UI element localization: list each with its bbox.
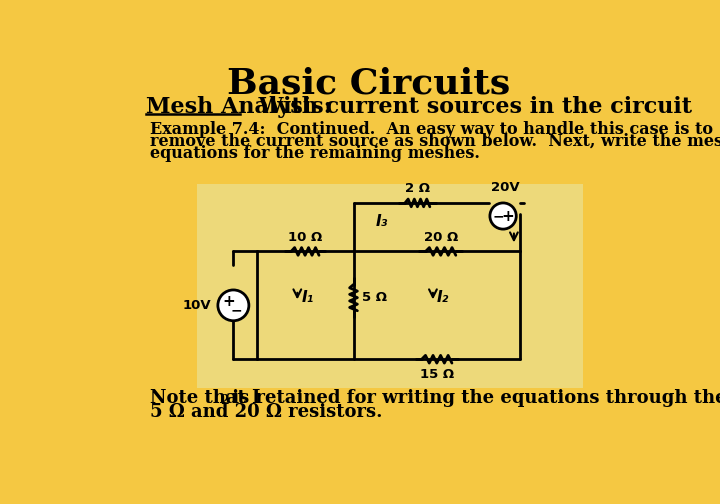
Text: 5 Ω: 5 Ω [362,291,387,304]
Circle shape [490,203,516,229]
Circle shape [218,290,249,321]
Text: With current sources in the circuit: With current sources in the circuit [243,96,693,117]
Text: 10 Ω: 10 Ω [288,231,322,244]
Text: 2 Ω: 2 Ω [405,182,430,195]
Text: Example 7.4:  Continued.  An easy way to handle this case is to: Example 7.4: Continued. An easy way to h… [150,120,714,138]
Bar [197,183,583,388]
Text: +: + [222,294,235,309]
Text: is retained for writing the equations through the: is retained for writing the equations th… [225,389,720,407]
Text: −: − [230,304,243,318]
Text: Mesh Analysis:: Mesh Analysis: [145,96,331,117]
Text: Note that I: Note that I [150,389,261,407]
Text: +: + [501,209,514,223]
Text: 20 Ω: 20 Ω [423,231,458,244]
Text: 15 Ω: 15 Ω [420,368,454,381]
Text: 10V: 10V [183,299,212,312]
Text: 20V: 20V [491,181,520,195]
Text: I₃: I₃ [375,214,387,228]
Text: 2: 2 [220,394,229,407]
Text: −: − [492,209,504,223]
Text: Basic Circuits: Basic Circuits [228,67,510,101]
Text: 5 Ω and 20 Ω resistors.: 5 Ω and 20 Ω resistors. [150,403,383,421]
Text: I₁: I₁ [301,290,313,305]
Text: equations for the remaining meshes.: equations for the remaining meshes. [150,145,480,162]
Text: I₂: I₂ [437,290,449,305]
Text: remove the current source as shown below.  Next, write the mesh: remove the current source as shown below… [150,133,720,150]
